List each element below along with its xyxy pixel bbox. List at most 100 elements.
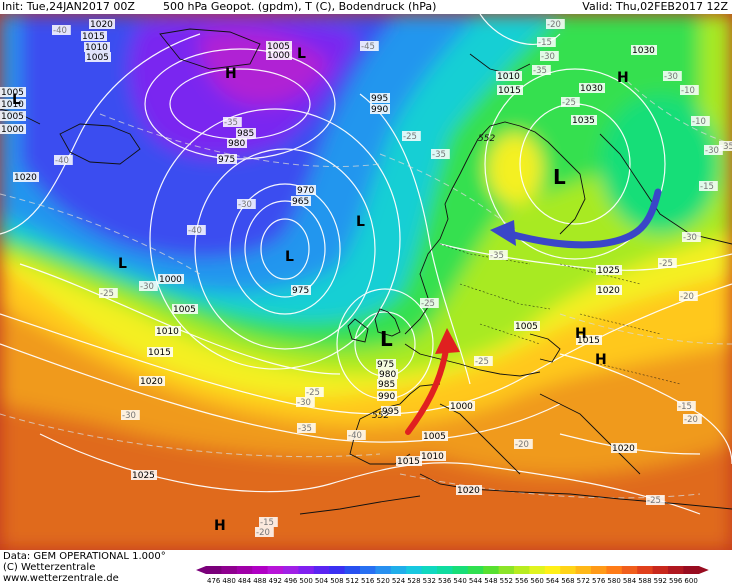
- isobar-label-box: [376, 359, 396, 369]
- isobar-label: 1010: [85, 43, 108, 53]
- isobar-label: 1030: [632, 46, 655, 56]
- scale-tick-label: 500: [299, 577, 312, 585]
- scale-cell: [591, 566, 607, 574]
- isobar-label-box: [84, 42, 110, 52]
- scale-tick-label: 504: [315, 577, 329, 585]
- isobar-label-box: [420, 451, 446, 461]
- temperature-label: -30: [705, 146, 719, 156]
- temperature-label-box: [420, 298, 439, 308]
- isobar-label: 980: [228, 139, 245, 149]
- scale-tick-label: 580: [607, 577, 620, 585]
- scale-cell: [606, 566, 623, 574]
- scale-tick-label: 508: [330, 577, 343, 585]
- isobar-label: 1025: [132, 471, 155, 481]
- temperature-label-box: [663, 71, 682, 81]
- temperature-label-box: [259, 517, 278, 527]
- scale-cell: [283, 566, 299, 574]
- low-pressure-center: L: [553, 165, 566, 189]
- scale-tick-label: 536: [438, 577, 452, 585]
- isobar-label-box: [131, 470, 157, 480]
- isobar-label-box: [158, 274, 184, 284]
- isobar-label: 990: [378, 392, 395, 402]
- temperature-label-box: [680, 85, 699, 95]
- temperature-label: -30: [238, 200, 252, 210]
- temperature-label: -20: [256, 528, 270, 538]
- temperature-label-box: [139, 281, 158, 291]
- isobar-label-box: [378, 369, 398, 379]
- high-pressure-center: H: [575, 326, 587, 342]
- low-pressure-center: L: [356, 214, 365, 230]
- temperature-label-box: [682, 232, 701, 242]
- temperature-label: -40: [348, 431, 362, 441]
- isobar-label-box: [631, 45, 657, 55]
- temperature-label-box: [719, 141, 732, 151]
- scale-tick-label: 556: [515, 577, 529, 585]
- height-contour-label: 552: [478, 134, 495, 144]
- isobar-label-box: [497, 85, 523, 95]
- isobar-label-box: [370, 93, 390, 103]
- isobar-label-box: [139, 376, 165, 386]
- scale-tick-label: 512: [346, 577, 359, 585]
- isobar-label-box: [370, 104, 390, 114]
- scale-tick-label: 596: [669, 577, 683, 585]
- temperature-label-box: [99, 288, 118, 298]
- scale-tick-label: 572: [577, 577, 590, 585]
- scale-tick-label: 544: [469, 577, 483, 585]
- scale-cell: [344, 566, 361, 574]
- temperature-label: -25: [647, 496, 661, 506]
- isobar-label: 990: [371, 105, 388, 115]
- isobar-label: 1005: [86, 53, 109, 63]
- isobar-label: 1005: [173, 305, 196, 315]
- scale-cell: [483, 566, 499, 574]
- temperature-label: -25: [659, 259, 673, 269]
- low-pressure-center: L: [380, 327, 393, 351]
- isobar-label: 1015: [148, 348, 171, 358]
- temperature-label-box: [658, 258, 677, 268]
- isobar-label-box: [396, 456, 422, 466]
- isobar-label-box: [596, 265, 622, 275]
- scale-tick-label: 528: [407, 577, 420, 585]
- high-pressure-center: H: [225, 66, 237, 82]
- temperature-label-box: [223, 117, 242, 127]
- isobar-label: 1005: [515, 322, 538, 332]
- temperature-label-box: [54, 155, 73, 165]
- isobar-label: 1020: [14, 173, 37, 183]
- scale-tick-label: 484: [238, 577, 252, 585]
- high-pressure-center: H: [595, 352, 607, 368]
- temperature-label: -25: [100, 289, 114, 299]
- isobar-label-box: [611, 443, 637, 453]
- scale-cell: [514, 566, 530, 574]
- temperature-label: -25: [421, 299, 435, 309]
- temperature-label-box: [297, 423, 316, 433]
- scale-cell: [437, 566, 453, 574]
- scale-tick-label: 600: [684, 577, 697, 585]
- isobar-label: 975: [218, 155, 235, 165]
- temperature-label: -30: [683, 233, 697, 243]
- temperature-label-box: [121, 410, 140, 420]
- scale-cell: [390, 566, 407, 574]
- scale-cell: [252, 566, 268, 574]
- temperature-label: -25: [306, 388, 320, 398]
- scale-tick-label: 552: [500, 577, 513, 585]
- isobar-label: 1025: [597, 266, 620, 276]
- scale-tick-label: 576: [592, 577, 606, 585]
- chart-header: Init: Tue,24JAN2017 00Z 500 hPa Geopot. …: [0, 0, 732, 14]
- scale-cell: [406, 566, 422, 574]
- scale-tick-label: 540: [453, 577, 466, 585]
- scale-cell: [375, 566, 392, 574]
- scale-cell: [637, 566, 653, 574]
- temperature-label: -30: [541, 52, 555, 62]
- high-pressure-center: H: [214, 518, 226, 534]
- temperature-label-box: [540, 51, 559, 61]
- temperature-label-box: [489, 250, 508, 260]
- isobar-label-box: [0, 124, 26, 134]
- temperature-label-box: [679, 291, 698, 301]
- scale-tick-label: 480: [222, 577, 235, 585]
- isobar-label-box: [377, 391, 397, 401]
- isobar-label-box: [456, 485, 482, 495]
- scale-cell: [467, 566, 484, 574]
- weather-map: 1020 1015 1010 1005 1005 1000 995 990 985 980 975 9…: [0, 14, 732, 550]
- isobar-label: 1030: [580, 84, 603, 94]
- temperature-label-box: [52, 25, 71, 35]
- temperature-label: -30: [140, 282, 154, 292]
